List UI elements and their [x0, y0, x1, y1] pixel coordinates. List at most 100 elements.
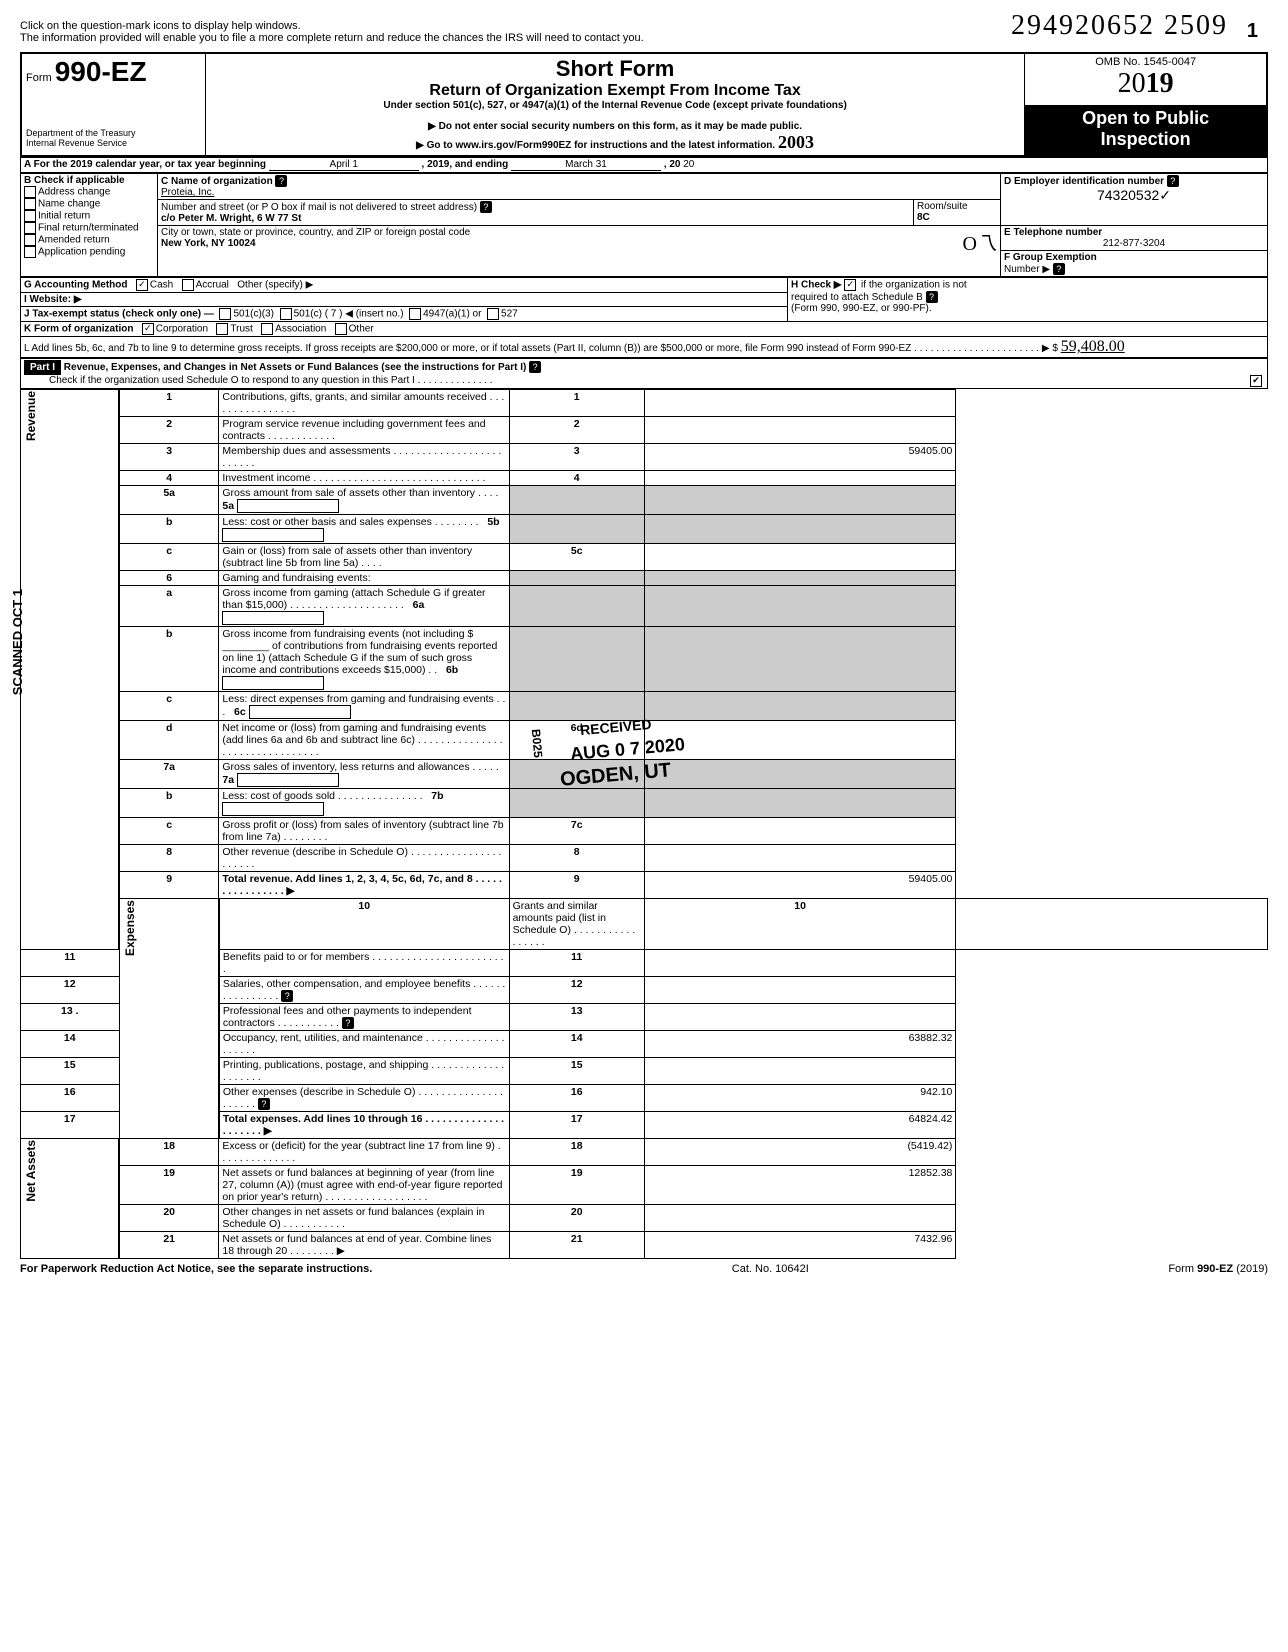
- part1-check-note: Check if the organization used Schedule …: [49, 375, 493, 386]
- chk-name-change[interactable]: [24, 198, 36, 210]
- ein[interactable]: 74320532✓: [1004, 187, 1264, 205]
- chk-trust[interactable]: [216, 323, 228, 335]
- chk-association[interactable]: [261, 323, 273, 335]
- year-end[interactable]: March 31: [511, 159, 661, 171]
- k-label: K Form of organization: [24, 324, 133, 335]
- title-subtitle: Under section 501(c), 527, or 4947(a)(1)…: [210, 100, 1020, 111]
- amt-5c[interactable]: [644, 544, 956, 571]
- amt-18[interactable]: (5419.42): [644, 1139, 956, 1166]
- chk-cash[interactable]: ✓: [136, 279, 148, 291]
- amt-13[interactable]: [644, 1004, 956, 1031]
- line-1: Contributions, gifts, grants, and simila…: [219, 390, 509, 417]
- ghijk-block: G Accounting Method ✓Cash Accrual Other …: [20, 277, 1268, 358]
- amt-12[interactable]: [644, 977, 956, 1004]
- amt-9[interactable]: 59405.00: [644, 872, 956, 899]
- c-label: C Name of organization: [161, 176, 273, 187]
- i-label: I Website: ▶: [24, 294, 82, 305]
- chk-4947[interactable]: [409, 308, 421, 320]
- line-8: Other revenue (describe in Schedule O) .…: [219, 845, 509, 872]
- org-name[interactable]: Proteia, Inc.: [161, 187, 214, 198]
- open-to-public: Open to Public Inspection: [1025, 106, 1267, 156]
- line-7a: Gross sales of inventory, less returns a…: [219, 760, 509, 789]
- amt-7c[interactable]: [644, 818, 956, 845]
- amt-21[interactable]: 7432.96: [644, 1232, 956, 1259]
- gross-receipts[interactable]: 59,408.00: [1061, 338, 1125, 355]
- help-icon[interactable]: ?: [1167, 175, 1179, 187]
- chk-accrual[interactable]: [182, 279, 194, 291]
- chk-501c[interactable]: [280, 308, 292, 320]
- amt-14[interactable]: 63882.32: [644, 1031, 956, 1058]
- title-main: Return of Organization Exempt From Incom…: [210, 82, 1020, 100]
- street-address[interactable]: c/o Peter M. Wright, 6 W 77 St: [161, 213, 301, 224]
- amt-3[interactable]: 59405.00: [644, 444, 956, 471]
- line-21: Net assets or fund balances at end of ye…: [219, 1232, 509, 1259]
- f-label: F Group Exemption: [1004, 252, 1097, 263]
- chk-address-change[interactable]: [24, 186, 36, 198]
- line-3: Membership dues and assessments . . . . …: [219, 444, 509, 471]
- amt-6d[interactable]: [644, 721, 956, 760]
- chk-amended-return[interactable]: [24, 234, 36, 246]
- amt-8[interactable]: [644, 845, 956, 872]
- amt-19[interactable]: 12852.38: [644, 1166, 956, 1205]
- telephone[interactable]: 212-877-3204: [1004, 238, 1264, 249]
- g-label: G Accounting Method: [24, 280, 128, 291]
- help-icon[interactable]: ?: [258, 1098, 270, 1110]
- warning-ssn: ▶ Do not enter social security numbers o…: [210, 121, 1020, 132]
- line-13: Professional fees and other payments to …: [219, 1004, 509, 1031]
- chk-501c3[interactable]: [219, 308, 231, 320]
- hw-initials: O乁: [963, 227, 997, 256]
- addr-label: Number and street (or P O box if mail is…: [161, 202, 477, 213]
- part1-lines: Revenue 1Contributions, gifts, grants, a…: [20, 389, 1268, 1259]
- chk-corporation[interactable]: ✓: [142, 323, 154, 335]
- line-6c: Less: direct expenses from gaming and fu…: [219, 692, 509, 721]
- l-text: L Add lines 5b, 6c, and 7b to line 9 to …: [24, 343, 1058, 354]
- dln-number: 294920652 2509: [1011, 10, 1228, 42]
- chk-schedule-o[interactable]: ✔: [1250, 375, 1262, 387]
- help-icon[interactable]: ?: [926, 291, 938, 303]
- help-icon[interactable]: ?: [342, 1017, 354, 1029]
- year-begin[interactable]: April 1: [269, 159, 419, 171]
- footer-cat-no: Cat. No. 10642I: [732, 1263, 809, 1275]
- part1-header: Part I Revenue, Expenses, and Changes in…: [20, 358, 1268, 389]
- amt-11[interactable]: [644, 950, 956, 977]
- line-12: Salaries, other compensation, and employ…: [219, 977, 509, 1004]
- chk-527[interactable]: [487, 308, 499, 320]
- footer-left: For Paperwork Reduction Act Notice, see …: [20, 1263, 372, 1275]
- amt-17[interactable]: 64824.42: [644, 1112, 956, 1139]
- amt-16[interactable]: 942.10: [644, 1085, 956, 1112]
- chk-application-pending[interactable]: [24, 246, 36, 258]
- room-suite[interactable]: 8C: [917, 212, 930, 223]
- city-state-zip[interactable]: New York, NY 10024: [161, 238, 256, 249]
- amt-1[interactable]: [644, 390, 956, 417]
- amt-2[interactable]: [644, 417, 956, 444]
- j-label: J Tax-exempt status (check only one) —: [24, 309, 214, 320]
- help-icon[interactable]: ?: [281, 990, 293, 1002]
- amt-15[interactable]: [644, 1058, 956, 1085]
- help-icon[interactable]: ?: [529, 361, 541, 373]
- part1-title: Revenue, Expenses, and Changes in Net As…: [64, 362, 527, 373]
- chk-schedule-b[interactable]: ✓: [844, 279, 856, 291]
- section-revenue: Revenue: [24, 391, 38, 441]
- chk-other[interactable]: [335, 323, 347, 335]
- chk-initial-return[interactable]: [24, 210, 36, 222]
- help-icon[interactable]: ?: [275, 175, 287, 187]
- tax-year: 2019: [1029, 68, 1262, 100]
- line-15: Printing, publications, postage, and shi…: [219, 1058, 509, 1085]
- f-label2: Number ▶: [1004, 264, 1050, 275]
- help-icon[interactable]: ?: [480, 201, 492, 213]
- b-label: B Check if applicable: [24, 175, 125, 186]
- line-11: Benefits paid to or for members . . . . …: [219, 950, 509, 977]
- year-end-yr[interactable]: 20: [683, 159, 694, 170]
- e-label: E Telephone number: [1004, 227, 1102, 238]
- line-6b: Gross income from fundraising events (no…: [219, 627, 509, 692]
- amt-10[interactable]: [956, 899, 1268, 950]
- line-6d: Net income or (loss) from gaming and fun…: [219, 721, 509, 760]
- line-2: Program service revenue including govern…: [219, 417, 509, 444]
- amt-20[interactable]: [644, 1205, 956, 1232]
- help-icon[interactable]: ?: [1053, 263, 1065, 275]
- line-5c: Gain or (loss) from sale of assets other…: [219, 544, 509, 571]
- amt-4[interactable]: [644, 471, 956, 486]
- entity-info: B Check if applicable Address change Nam…: [20, 173, 1268, 277]
- line-7b: Less: cost of goods sold . . . . . . . .…: [219, 789, 509, 818]
- chk-final-return[interactable]: [24, 222, 36, 234]
